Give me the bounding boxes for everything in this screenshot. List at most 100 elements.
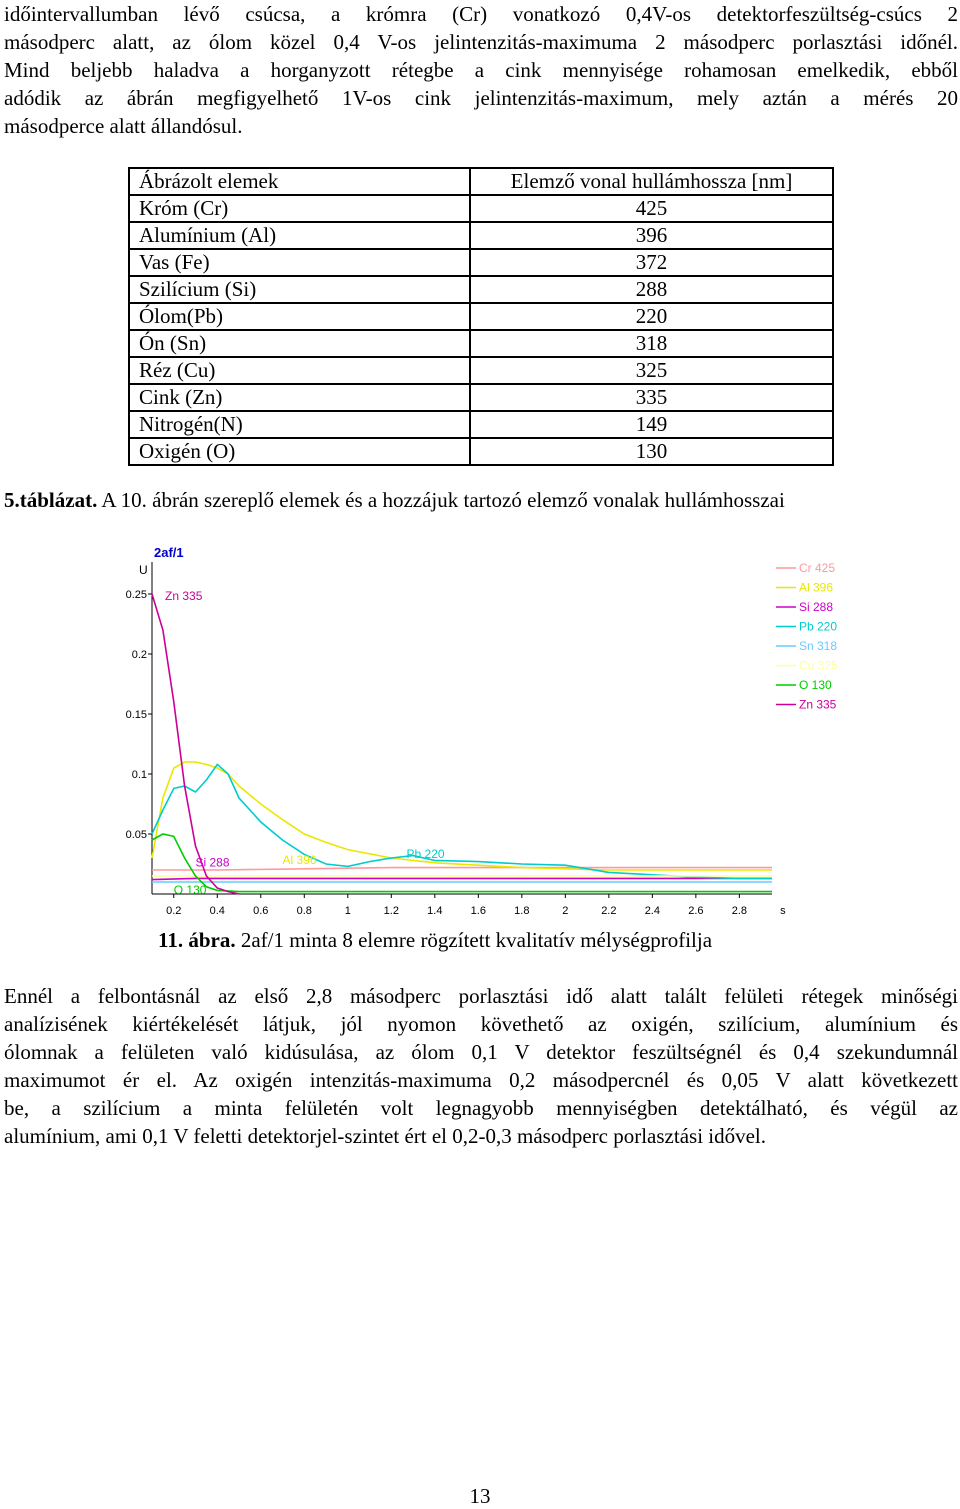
table-row: Szilícium (Si) 288 xyxy=(128,275,834,304)
series-annotation: Pb 220 xyxy=(407,847,445,861)
paragraph-analysis: Ennél a felbontásnál az első 2,8 másodpe… xyxy=(4,982,958,1150)
table-cell: Ólom(Pb) xyxy=(128,302,471,331)
y-axis-label: U xyxy=(139,563,148,577)
page-number: 13 xyxy=(469,1484,491,1508)
table-cell: 396 xyxy=(469,221,834,250)
legend-label: Cr 425 xyxy=(799,561,835,575)
legend-label: Pb 220 xyxy=(799,620,837,634)
y-tick-label: 0.1 xyxy=(132,769,147,781)
table-cell: Ón (Sn) xyxy=(128,329,471,358)
x-tick-label: 0.8 xyxy=(297,905,312,917)
depth-profile-chart: 2af/1 U 0.05 0.1 0.15 0.2 0.25 0.2 0.4 0.6 0.8 1 1.2… xyxy=(126,545,838,917)
table-row: Réz (Cu) 325 xyxy=(128,356,834,385)
x-tick-label: 1.4 xyxy=(427,905,442,917)
x-tick-label: 2 xyxy=(562,905,568,917)
table-row: Alumínium (Al) 396 xyxy=(128,221,834,250)
chart-legend: Cr 425 Al 396 Si 288 Pb 220 Sn 318 Cu 325 O 13… xyxy=(776,561,838,712)
table-row: Króm (Cr) 425 xyxy=(128,194,834,223)
chart-annotations: Zn 335 Si 288 Al 396 Pb 220 O 130 xyxy=(165,589,445,897)
text-line: be, a szilícium a minta felületén volt l… xyxy=(4,1096,958,1120)
series-annotation: O 130 xyxy=(174,883,207,897)
chart-axes: 2af/1 U 0.05 0.1 0.15 0.2 0.25 0.2 0.4 0.6 0.8 1 1.2… xyxy=(126,545,787,917)
series-line-al-396 xyxy=(151,761,772,871)
y-tick-label: 0.2 xyxy=(132,649,147,661)
table-caption-text: A 10. ábrán szereplő elemek és a hozzáju… xyxy=(97,488,785,512)
text-line: maximumot ér el. Az oxigén intenzitás-ma… xyxy=(4,1068,958,1092)
table-cell: Króm (Cr) xyxy=(128,194,471,223)
wavelength-table: Ábrázolt elemek Elemző vonal hullámhossz… xyxy=(128,167,834,466)
table-cell: Vas (Fe) xyxy=(128,248,471,277)
table-row: Vas (Fe) 372 xyxy=(128,248,834,277)
table-cell: Alumínium (Al) xyxy=(128,221,471,250)
table-cell: Oxigén (O) xyxy=(128,437,471,466)
table-caption-label: 5.táblázat. xyxy=(4,488,98,512)
figure-caption-label: 11. ábra. xyxy=(158,928,236,952)
table-cell: Cink (Zn) xyxy=(128,383,471,412)
paragraph-intro: időintervallumban lévő csúcsa, a krómra … xyxy=(4,0,958,140)
series-annotation: Al 396 xyxy=(283,853,317,867)
y-tick-label: 0.15 xyxy=(126,709,147,721)
series-line-o-130 xyxy=(151,833,772,893)
text-line: időintervallumban lévő csúcsa, a krómra … xyxy=(4,2,958,26)
figure-caption: 11. ábra. 2af/1 minta 8 elemre rögzített… xyxy=(158,928,712,953)
table-cell: Szilícium (Si) xyxy=(128,275,471,304)
legend-label: Zn 335 xyxy=(799,698,837,712)
chart-title: 2af/1 xyxy=(154,545,184,560)
series-annotation: Si 288 xyxy=(196,855,230,869)
x-tick-label: 0.4 xyxy=(210,905,225,917)
table-row: Ólom(Pb) 220 xyxy=(128,302,834,331)
table-cell: 130 xyxy=(469,437,834,466)
x-tick-label: 1.2 xyxy=(384,905,399,917)
series-line-cr-425 xyxy=(152,866,772,871)
text-line: másodperce alatt állandósul. xyxy=(4,114,243,138)
table-cell: 325 xyxy=(469,356,834,385)
table-cell: 220 xyxy=(469,302,834,331)
x-tick-label: s xyxy=(780,905,786,917)
x-tick-label: 1 xyxy=(345,905,351,917)
x-tick-label: 1.8 xyxy=(514,905,529,917)
text-line: Ennél a felbontásnál az első 2,8 másodpe… xyxy=(4,984,958,1008)
legend-label: O 130 xyxy=(799,678,832,692)
table-row: Nitrogén(N) 149 xyxy=(128,410,834,439)
table-header-row: Ábrázolt elemek Elemző vonal hullámhossz… xyxy=(128,167,834,196)
table-row: Cink (Zn) 335 xyxy=(128,383,834,412)
legend-label: Al 396 xyxy=(799,581,833,595)
x-tick-label: 0.2 xyxy=(166,905,181,917)
legend-label: Si 288 xyxy=(799,600,833,614)
x-tick-label: 2.8 xyxy=(732,905,747,917)
chart-series xyxy=(151,593,772,895)
table-cell: 149 xyxy=(469,410,834,439)
table-row: Oxigén (O) 130 xyxy=(128,437,834,466)
text-line: adódik az ábrán megfigyelhető 1V-os cink… xyxy=(4,86,958,110)
table-cell: Nitrogén(N) xyxy=(128,410,471,439)
table-cell: 335 xyxy=(469,383,834,412)
y-tick-label: 0.25 xyxy=(126,589,147,601)
table-cell: 288 xyxy=(469,275,834,304)
x-tick-label: 2.6 xyxy=(688,905,703,917)
text-line: ólomnak a felületen való kidúsulása, az … xyxy=(4,1040,958,1064)
table-cell: 372 xyxy=(469,248,834,277)
text-line: alumínium, ami 0,1 V feletti detektorjel… xyxy=(4,1124,767,1148)
series-line-pb-220 xyxy=(151,763,772,880)
table-cell: Réz (Cu) xyxy=(128,356,471,385)
series-line-zn-335 xyxy=(151,593,240,895)
x-tick-label: 0.6 xyxy=(253,905,268,917)
x-tick-label: 2.2 xyxy=(601,905,616,917)
x-tick-label: 1.6 xyxy=(471,905,486,917)
table-caption: 5.táblázat. A 10. ábrán szereplő elemek … xyxy=(4,488,785,513)
x-tick-label: 2.4 xyxy=(645,905,660,917)
legend-label: Cu 325 xyxy=(799,659,838,673)
series-annotation: Zn 335 xyxy=(165,589,203,603)
table-cell: 318 xyxy=(469,329,834,358)
figure-caption-text: 2af/1 minta 8 elemre rögzített kvalitatí… xyxy=(235,928,713,952)
text-line: másodperc alatt, az ólom közel 0,4 V-os … xyxy=(4,30,958,54)
table-cell: 425 xyxy=(469,194,834,223)
text-line: analízisének kiértékelését látjuk, jól n… xyxy=(4,1012,958,1036)
table-header: Elemző vonal hullámhossza [nm] xyxy=(469,167,834,196)
text-line: Mind beljebb haladva a horganyzott réteg… xyxy=(4,58,958,82)
legend-label: Sn 318 xyxy=(799,639,837,653)
series-line-si-288 xyxy=(151,877,772,881)
y-tick-label: 0.05 xyxy=(126,829,147,841)
table-row: Ón (Sn) 318 xyxy=(128,329,834,358)
table-header: Ábrázolt elemek xyxy=(128,167,471,196)
